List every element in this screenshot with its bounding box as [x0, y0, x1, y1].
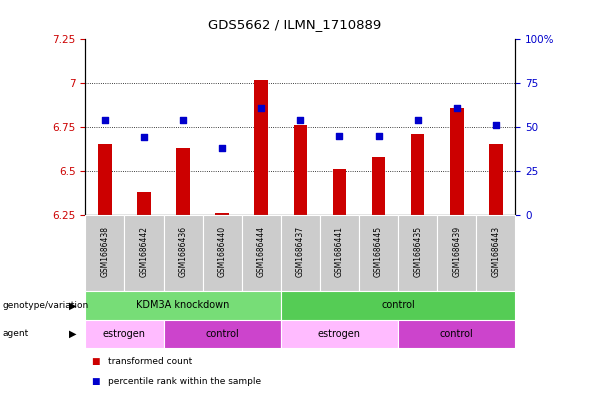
- Bar: [85, 320, 164, 348]
- Text: control: control: [440, 329, 474, 339]
- Bar: [164, 320, 281, 348]
- Bar: [164, 215, 203, 291]
- Text: ■: ■: [91, 377, 100, 386]
- Bar: [372, 157, 385, 215]
- Bar: [477, 215, 515, 291]
- Bar: [281, 291, 515, 320]
- Bar: [398, 215, 437, 291]
- Text: GSM1686435: GSM1686435: [413, 226, 422, 277]
- Point: [257, 105, 266, 111]
- Text: estrogen: estrogen: [318, 329, 361, 339]
- Bar: [203, 215, 241, 291]
- Bar: [124, 215, 164, 291]
- Point: [140, 134, 149, 141]
- Text: transformed count: transformed count: [108, 357, 192, 366]
- Bar: [281, 320, 398, 348]
- Text: ■: ■: [91, 357, 100, 366]
- Bar: [216, 213, 229, 215]
- Bar: [333, 169, 346, 215]
- Text: control: control: [206, 329, 239, 339]
- Point: [178, 117, 188, 123]
- Bar: [398, 320, 515, 348]
- Text: GSM1686437: GSM1686437: [296, 226, 305, 277]
- Text: GSM1686436: GSM1686436: [178, 226, 188, 277]
- Point: [217, 145, 227, 151]
- Text: percentile rank within the sample: percentile rank within the sample: [108, 377, 261, 386]
- Bar: [85, 291, 281, 320]
- Text: GSM1686443: GSM1686443: [491, 226, 500, 277]
- Bar: [359, 215, 398, 291]
- Bar: [281, 215, 320, 291]
- Text: GSM1686440: GSM1686440: [218, 226, 227, 277]
- Text: GDS5662 / ILMN_1710889: GDS5662 / ILMN_1710889: [208, 18, 381, 31]
- Text: KDM3A knockdown: KDM3A knockdown: [137, 300, 230, 310]
- Point: [296, 117, 305, 123]
- Text: GSM1686442: GSM1686442: [140, 226, 148, 277]
- Text: genotype/variation: genotype/variation: [3, 301, 89, 310]
- Text: GSM1686439: GSM1686439: [452, 226, 461, 277]
- Bar: [254, 80, 268, 215]
- Bar: [437, 215, 477, 291]
- Point: [413, 117, 422, 123]
- Text: GSM1686441: GSM1686441: [335, 226, 344, 277]
- Bar: [241, 215, 281, 291]
- Point: [100, 117, 110, 123]
- Point: [452, 105, 461, 111]
- Text: estrogen: estrogen: [103, 329, 146, 339]
- Bar: [176, 148, 190, 215]
- Bar: [320, 215, 359, 291]
- Point: [374, 132, 383, 139]
- Text: control: control: [381, 300, 415, 310]
- Text: GSM1686445: GSM1686445: [374, 226, 383, 277]
- Text: GSM1686438: GSM1686438: [101, 226, 110, 277]
- Point: [335, 132, 344, 139]
- Bar: [85, 215, 124, 291]
- Point: [491, 122, 501, 129]
- Bar: [411, 134, 425, 215]
- Bar: [293, 125, 307, 215]
- Bar: [137, 192, 151, 215]
- Bar: [98, 145, 112, 215]
- Bar: [450, 108, 464, 215]
- Text: ▶: ▶: [69, 300, 76, 310]
- Text: GSM1686444: GSM1686444: [257, 226, 266, 277]
- Bar: [489, 145, 502, 215]
- Text: ▶: ▶: [69, 329, 76, 339]
- Text: agent: agent: [3, 329, 29, 338]
